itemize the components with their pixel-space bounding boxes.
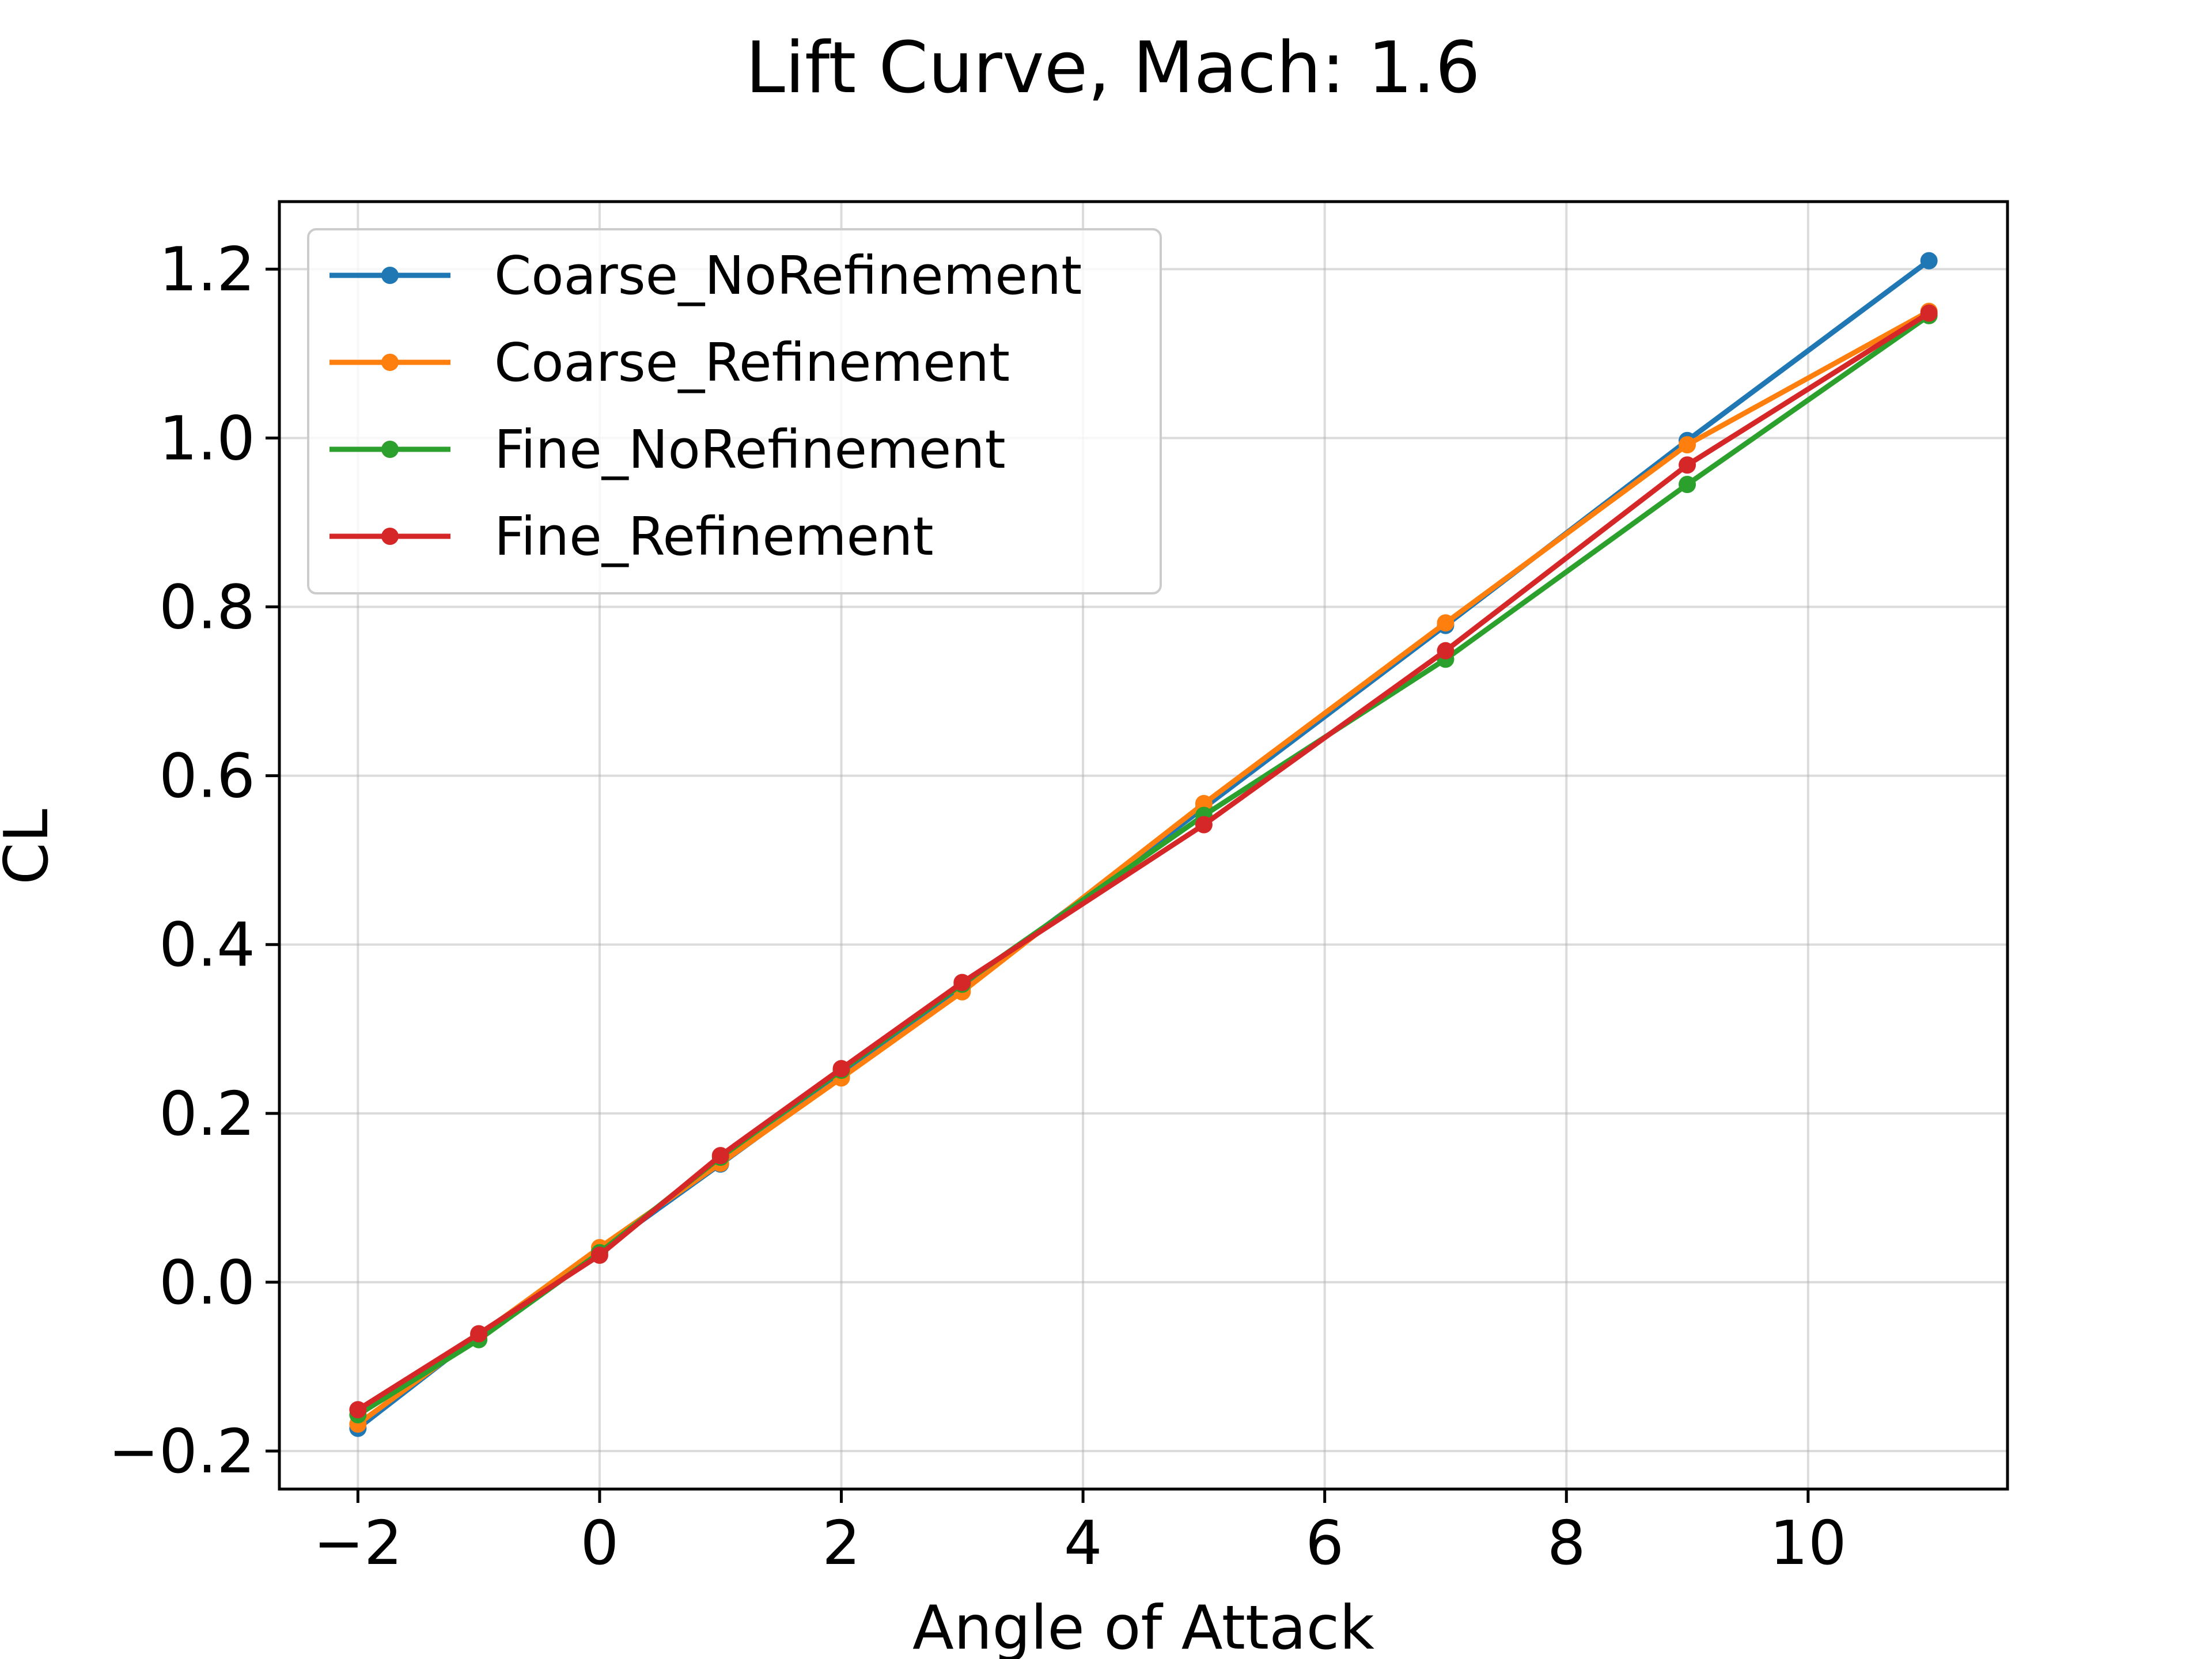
x-axis-label: Angle of Attack <box>912 1593 1374 1659</box>
legend-label: Fine_NoRefinement <box>494 419 1006 480</box>
axis-ticks: −2 0 2 4 6 8 10 −0.2 0.0 0.2 0.4 0.6 0.8 1.0 1.2 <box>108 234 1847 1578</box>
x-tick-label: 0 <box>581 1508 619 1578</box>
data-point <box>953 974 971 991</box>
data-point <box>1679 456 1696 474</box>
data-point <box>1679 436 1696 454</box>
y-tick-label: 0.6 <box>159 741 255 812</box>
data-point <box>1437 614 1455 632</box>
x-tick-label: 4 <box>1064 1508 1103 1578</box>
data-point <box>349 1401 367 1419</box>
legend-entry: Fine_Refinement <box>329 506 934 567</box>
data-point <box>711 1147 729 1165</box>
data-point <box>1437 642 1455 660</box>
legend-box <box>307 228 1162 594</box>
data-point <box>590 1247 608 1264</box>
data-point <box>1920 304 1938 322</box>
y-tick-label: −0.2 <box>108 1416 255 1487</box>
y-tick-label: 0.0 <box>159 1248 255 1318</box>
data-point <box>1195 794 1213 812</box>
legend: Coarse_NoRefinement Coarse_Refinement Fine… <box>307 228 1162 594</box>
y-axis-label: CL <box>0 809 62 885</box>
data-point <box>1920 252 1938 270</box>
y-tick-label: 1.2 <box>159 234 255 305</box>
x-tick-label: −2 <box>313 1508 403 1578</box>
series-Fine_Refinement <box>349 304 1938 1419</box>
legend-label: Coarse_NoRefinement <box>494 245 1082 306</box>
data-point <box>1195 816 1213 834</box>
legend-label: Coarse_Refinement <box>494 332 1010 393</box>
data-point <box>1679 475 1696 493</box>
x-tick-label: 6 <box>1305 1508 1344 1578</box>
legend-label: Fine_Refinement <box>494 506 934 567</box>
legend-entry: Coarse_NoRefinement <box>329 245 1082 306</box>
y-tick-label: 0.4 <box>159 910 255 980</box>
data-point <box>832 1060 850 1078</box>
legend-entry: Fine_NoRefinement <box>329 419 1006 480</box>
legend-marker <box>381 528 399 545</box>
x-tick-label: 2 <box>822 1508 861 1578</box>
legend-entry: Coarse_Refinement <box>329 332 1010 393</box>
series-layer <box>349 252 1938 1437</box>
legend-marker <box>381 267 399 284</box>
chart-title: Lift Curve, Mach: 1.6 <box>745 27 1480 109</box>
x-tick-label: 10 <box>1770 1508 1847 1578</box>
data-point <box>470 1325 488 1343</box>
legend-marker <box>381 441 399 458</box>
y-tick-label: 0.8 <box>159 572 255 642</box>
y-tick-label: 1.0 <box>159 403 255 474</box>
series-line <box>355 310 1932 1412</box>
legend-marker <box>381 354 399 371</box>
y-tick-label: 0.2 <box>159 1079 255 1149</box>
plot-frame <box>278 200 2009 1491</box>
x-tick-label: 8 <box>1547 1508 1586 1578</box>
